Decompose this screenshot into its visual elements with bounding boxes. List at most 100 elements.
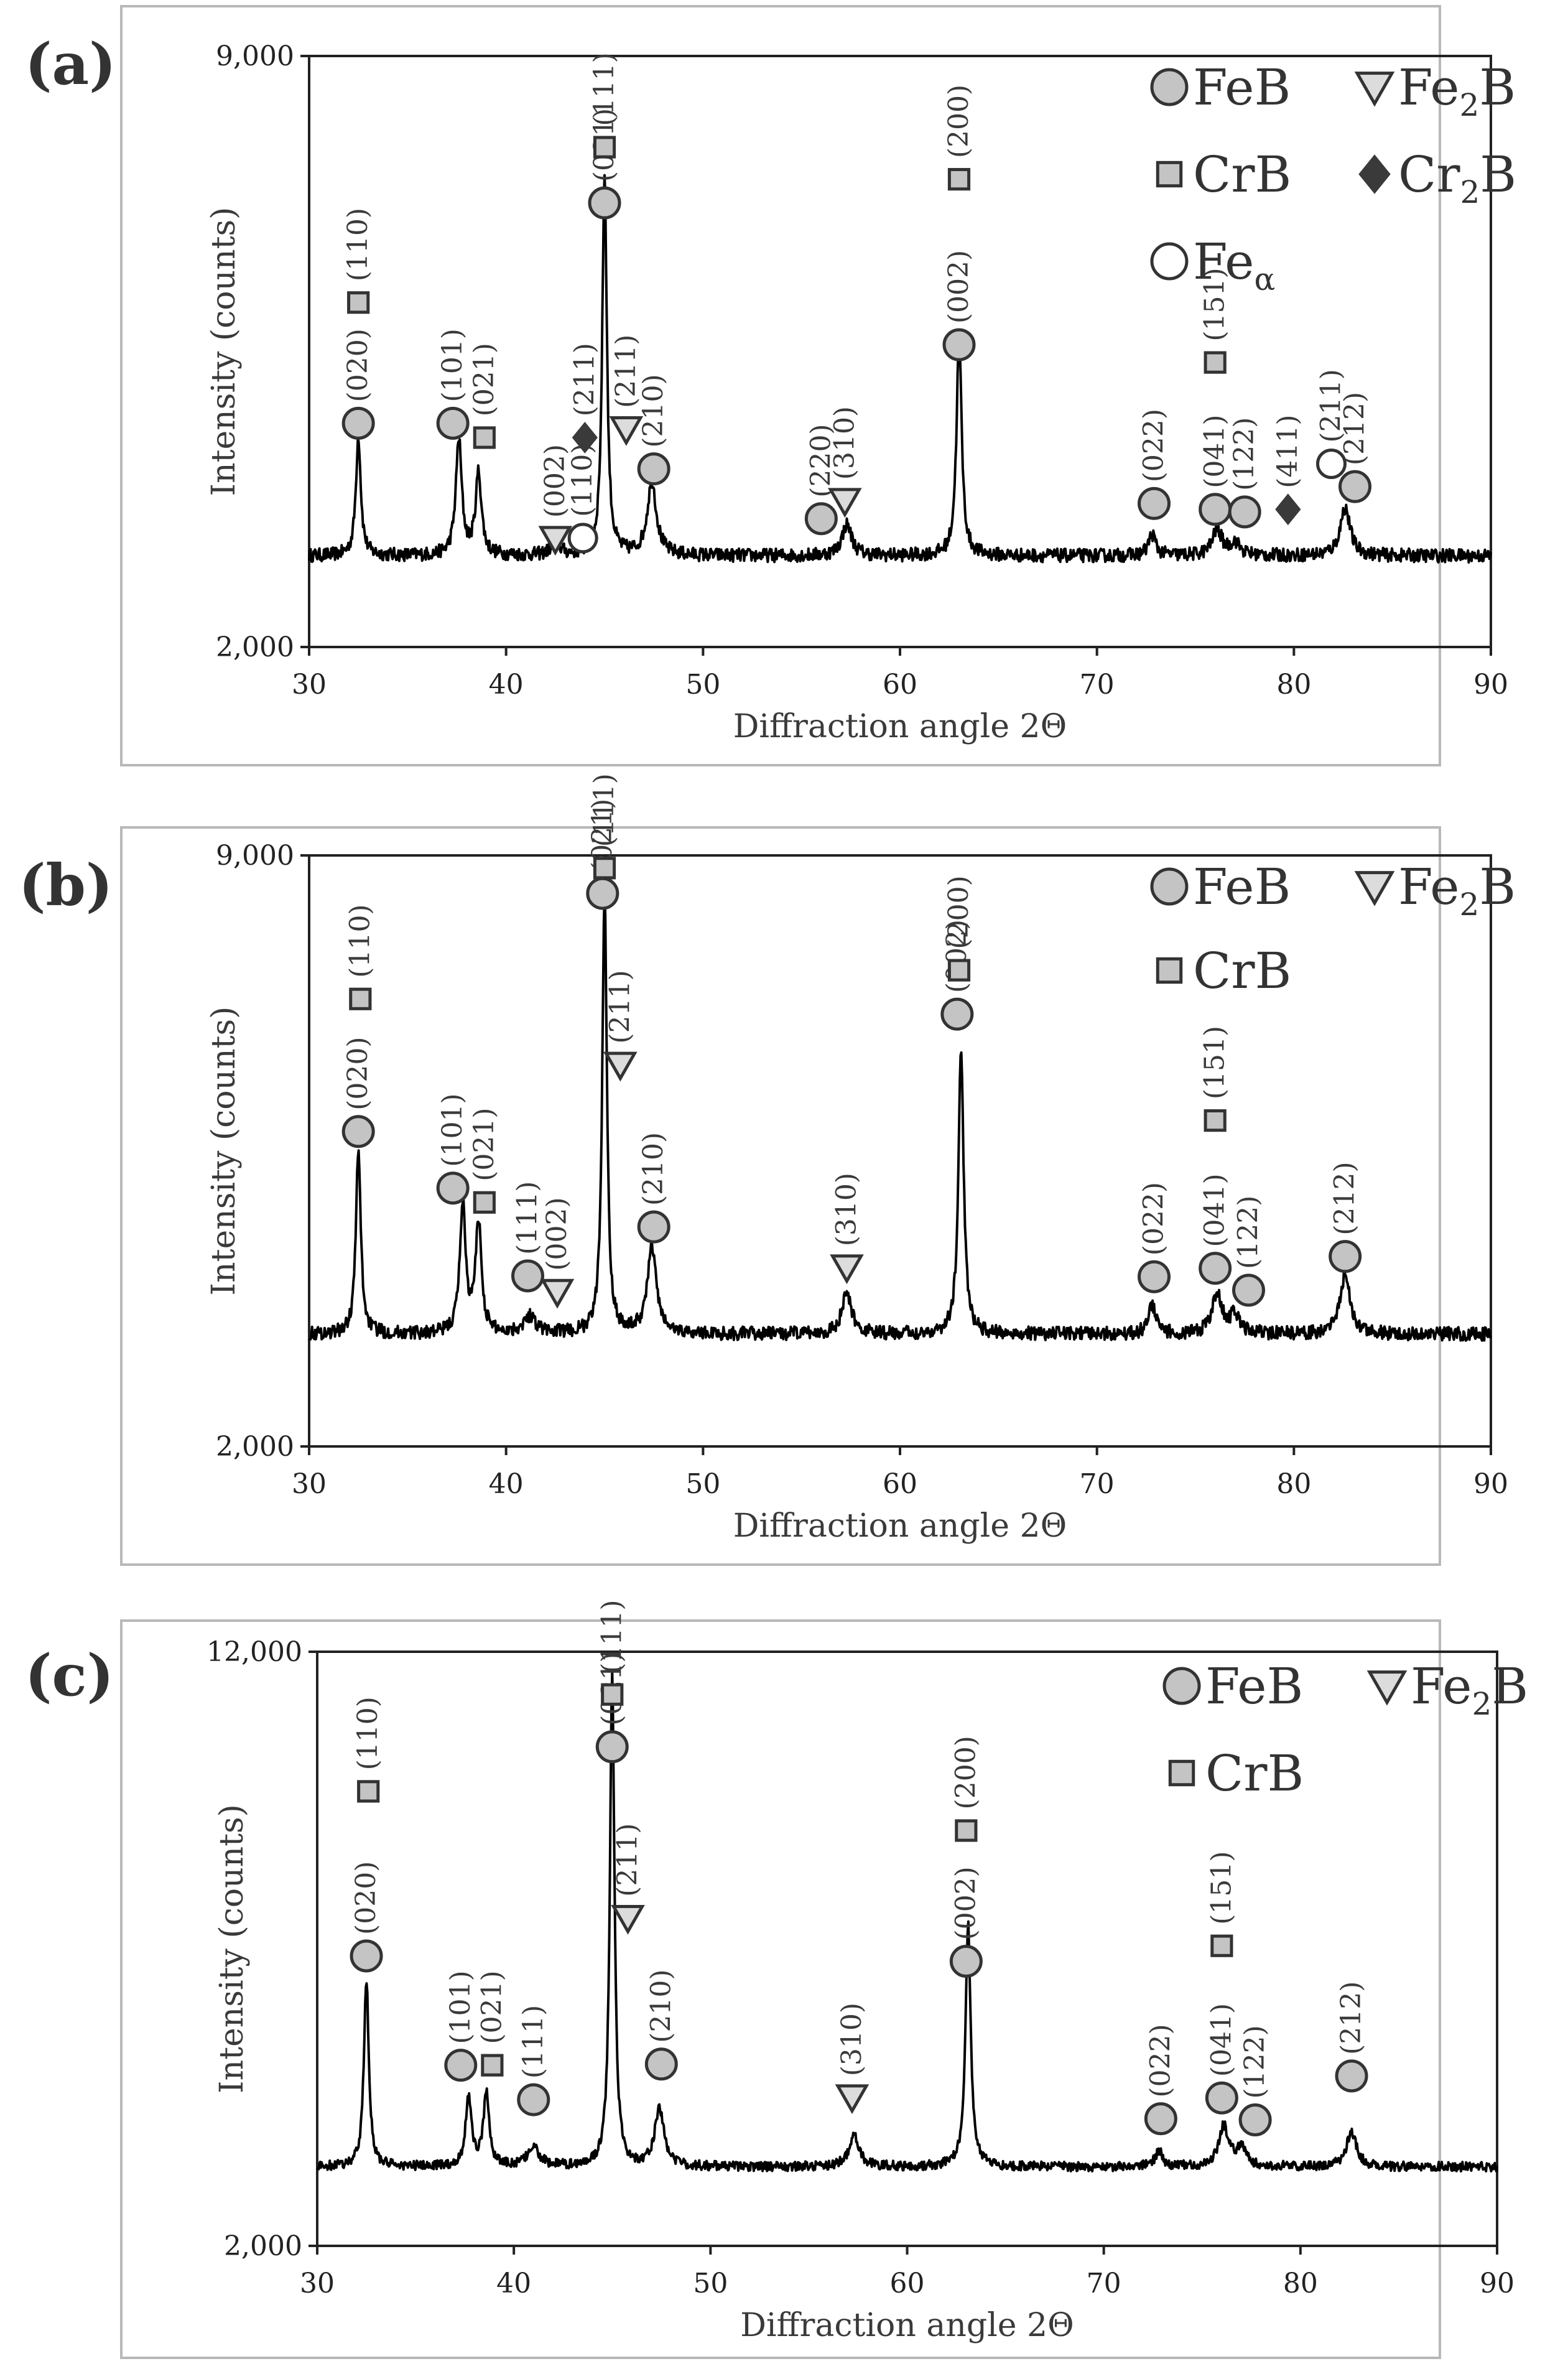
peak-annotation: (211) bbox=[568, 343, 600, 454]
peak-marker-feb bbox=[1199, 1252, 1232, 1285]
peak-marker-crb bbox=[473, 426, 496, 449]
peak-annotation: (020) bbox=[341, 328, 375, 440]
y-tick-label: 2,000 bbox=[224, 2230, 302, 2262]
peak-marker-feb bbox=[444, 2049, 478, 2082]
peak-label: (211) bbox=[568, 343, 600, 416]
peak-annotation: (211) bbox=[609, 335, 644, 446]
legend-label: CrB bbox=[1193, 146, 1291, 203]
legend-marker-open-circle bbox=[1150, 242, 1189, 281]
legend-marker-circle bbox=[1150, 68, 1189, 106]
peak-label: (151) bbox=[1199, 1026, 1231, 1099]
peak-annotation: (211) bbox=[603, 970, 638, 1082]
peak-label: (200) bbox=[950, 1736, 981, 1809]
diffraction-trace bbox=[308, 892, 1492, 1342]
peak-annotation: (151) bbox=[1199, 1026, 1231, 1132]
peak-marker-crb bbox=[1210, 1934, 1233, 1957]
peak-annotation: (002) bbox=[942, 250, 976, 361]
peak-marker-feb bbox=[637, 1210, 670, 1244]
peak-label: (110) bbox=[344, 904, 376, 977]
legend-subscript: 2 bbox=[1460, 174, 1480, 210]
panel-label: (c) bbox=[25, 1642, 114, 1709]
legend-marker-circle bbox=[1150, 867, 1189, 906]
x-tick-label: 70 bbox=[1080, 669, 1115, 701]
peak-label: (310) bbox=[836, 2003, 868, 2076]
peak-label: (022) bbox=[1144, 2024, 1176, 2097]
peak-marker-feb bbox=[637, 452, 670, 486]
legend-label: CrB bbox=[1193, 942, 1291, 1000]
x-tick-label: 30 bbox=[300, 2268, 335, 2299]
legend-suffix: B bbox=[1479, 858, 1516, 916]
x-tick-label: 90 bbox=[1480, 2268, 1515, 2299]
peak-annotation: (111) bbox=[511, 1181, 544, 1293]
peak-annotation: (111) bbox=[596, 1599, 628, 1706]
peak-marker-crb bbox=[947, 959, 971, 982]
legend-entry: Fe2B bbox=[1366, 1657, 1528, 1722]
peak-marker-crb bbox=[1204, 1109, 1227, 1132]
peak-marker-fe2b bbox=[835, 2084, 870, 2115]
peak-annotation: (022) bbox=[1138, 409, 1171, 520]
peak-label: (210) bbox=[638, 374, 669, 447]
peak-label: (110) bbox=[352, 1697, 384, 1770]
panel-label: (b) bbox=[19, 852, 113, 919]
peak-annotation: (002) bbox=[540, 1197, 575, 1309]
peak-marker-feb bbox=[804, 502, 838, 536]
peak-label: (110) bbox=[342, 208, 374, 281]
legend-marker-square bbox=[1168, 1759, 1195, 1787]
x-tick-label: 40 bbox=[489, 669, 524, 701]
peak-annotation: (021) bbox=[476, 1970, 508, 2077]
peak-annotation: (041) bbox=[1199, 414, 1232, 526]
legend-entry: Fe2B bbox=[1354, 858, 1516, 923]
peak-marker-feb bbox=[942, 328, 976, 361]
peak-annotation: (002) bbox=[940, 919, 974, 1031]
peak-label: (211) bbox=[1315, 369, 1347, 442]
peak-label: (220) bbox=[805, 424, 837, 497]
legend-marker-triangle bbox=[1354, 72, 1395, 107]
panel-frame bbox=[120, 1619, 1441, 2359]
x-tick-label: 60 bbox=[883, 1468, 917, 1500]
x-tick-label: 40 bbox=[489, 1468, 524, 1500]
peak-annotation: (211) bbox=[1315, 369, 1347, 479]
peak-annotation: (020) bbox=[350, 1861, 383, 1973]
peak-marker-crb bbox=[347, 291, 370, 314]
peak-annotation: (210) bbox=[637, 1132, 670, 1244]
diffraction-trace bbox=[316, 1670, 1498, 2173]
legend-entry: FeB bbox=[1162, 1657, 1303, 1715]
x-tick-label: 30 bbox=[292, 1468, 327, 1500]
peak-label: (020) bbox=[342, 328, 374, 402]
peak-label: (111) bbox=[588, 773, 620, 847]
x-axis-title: Diffraction angle 2Θ bbox=[733, 1507, 1067, 1545]
legend-label: Fe2B bbox=[1411, 1657, 1528, 1722]
chart-panel-1: (a) 2,000 9,000 30 40 50 60 70 80 90 Diffraction a… bbox=[25, 5, 1516, 766]
peak-marker-crb bbox=[349, 987, 372, 1010]
peak-label: (200) bbox=[943, 875, 975, 949]
legend-marker-square bbox=[1156, 957, 1183, 984]
panel-label: (a) bbox=[25, 30, 116, 98]
peak-label: (411) bbox=[1272, 414, 1304, 488]
peak-marker-crb bbox=[955, 1819, 978, 1842]
peak-annotation: (111) bbox=[588, 52, 620, 159]
x-tick-label: 50 bbox=[693, 2268, 728, 2299]
peak-marker-fe-alpha bbox=[1316, 449, 1347, 479]
peak-label: (211) bbox=[610, 335, 642, 408]
peak-marker-feb bbox=[1144, 2102, 1177, 2136]
legend-entry: FeB bbox=[1150, 858, 1291, 916]
peak-marker-feb bbox=[1238, 2103, 1272, 2137]
peak-marker-feb bbox=[588, 186, 621, 220]
x-tick-label: 80 bbox=[1276, 669, 1311, 701]
peak-label: (022) bbox=[1138, 1182, 1170, 1255]
peak-label: (101) bbox=[437, 1093, 468, 1166]
peak-annotation: (021) bbox=[468, 1107, 500, 1214]
legend-entry: Fe2B bbox=[1354, 58, 1516, 123]
legend-label: Fe2B bbox=[1398, 858, 1516, 923]
peak-marker-crb bbox=[357, 1780, 380, 1803]
peak-marker-crb bbox=[1204, 351, 1227, 374]
peak-annotation: (110) bbox=[352, 1697, 384, 1803]
peak-marker-crb bbox=[473, 1191, 496, 1214]
peak-annotation: (110) bbox=[567, 444, 598, 554]
legend-entry: FeB bbox=[1150, 58, 1291, 116]
peak-marker-feb bbox=[1228, 495, 1261, 529]
legend-suffix: B bbox=[1479, 58, 1516, 116]
x-tick-label: 40 bbox=[496, 2268, 531, 2299]
peak-annotation: (021) bbox=[468, 343, 500, 449]
x-tick-label: 90 bbox=[1473, 1468, 1508, 1500]
